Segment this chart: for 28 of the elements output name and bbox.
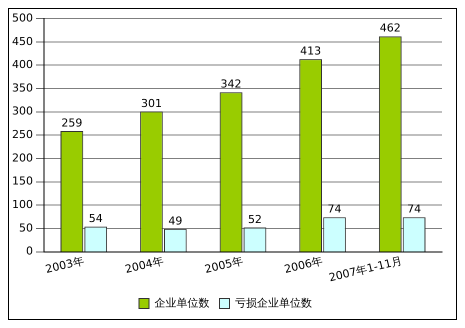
data-label: 342 (220, 78, 242, 91)
x-tick-label: 2007年1-11月 (328, 254, 404, 284)
y-tick-label: 150 (12, 174, 33, 188)
data-label: 49 (168, 214, 182, 228)
x-tick-label: 2006年 (283, 254, 324, 276)
y-tick-label: 200 (12, 151, 33, 164)
y-tick-label: 500 (12, 11, 33, 24)
legend-label: 企业单位数 (154, 296, 210, 310)
x-tick-label: 2005年 (203, 254, 244, 276)
data-label: 259 (61, 116, 82, 130)
y-tick-label: 350 (12, 81, 33, 94)
data-label: 54 (88, 212, 103, 225)
legend-label: 亏损企业单位数 (235, 296, 312, 310)
x-tick-label: 2003年 (44, 254, 86, 276)
y-tick-label: 0 (26, 244, 33, 258)
data-label: 462 (380, 22, 401, 35)
y-tick-label: 450 (12, 34, 33, 48)
data-label: 74 (328, 202, 342, 216)
data-label: 52 (248, 212, 262, 226)
y-tick-label: 300 (12, 104, 33, 118)
data-label: 413 (300, 44, 322, 58)
y-tick-label: 250 (12, 128, 33, 142)
y-tick-label: 400 (12, 58, 33, 72)
y-tick-label: 50 (18, 221, 33, 234)
data-label: 74 (407, 202, 422, 216)
x-tick-label: 2004年 (124, 254, 165, 276)
data-label: 301 (140, 96, 162, 110)
y-tick-label: 100 (12, 198, 33, 211)
